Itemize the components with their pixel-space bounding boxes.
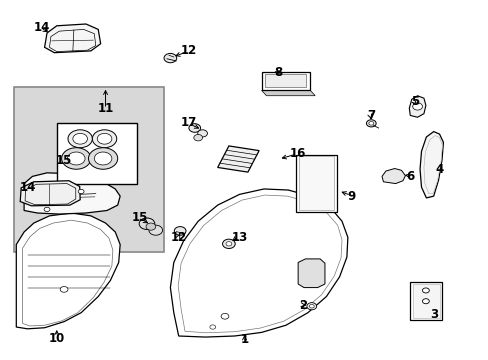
Circle shape [68,130,92,148]
Polygon shape [25,184,76,205]
Circle shape [97,134,112,144]
Polygon shape [49,30,96,51]
Circle shape [368,122,373,125]
Text: 13: 13 [231,231,247,244]
Polygon shape [419,132,443,198]
Bar [299,156,333,210]
Polygon shape [178,195,341,333]
Circle shape [193,134,202,141]
Bar [14,87,163,252]
Polygon shape [217,146,259,172]
Text: 11: 11 [97,102,113,115]
Text: 16: 16 [289,147,305,159]
Circle shape [139,218,155,229]
Text: 15: 15 [56,154,72,167]
Circle shape [188,124,200,132]
Polygon shape [20,181,80,206]
Text: 2: 2 [298,299,306,312]
Circle shape [197,130,207,137]
Polygon shape [423,135,442,194]
Circle shape [366,120,375,127]
Circle shape [73,134,87,144]
Bar [295,155,336,212]
Polygon shape [408,96,425,117]
Circle shape [94,152,112,165]
Bar [265,74,306,87]
Circle shape [163,53,176,63]
Text: 3: 3 [430,308,438,321]
Text: 17: 17 [180,116,196,129]
Polygon shape [381,168,405,184]
Polygon shape [261,90,315,96]
Circle shape [174,226,185,235]
Circle shape [209,325,215,329]
Text: 4: 4 [434,163,443,176]
Text: 14: 14 [34,21,50,34]
Bar [412,284,439,318]
Circle shape [146,223,156,230]
Circle shape [309,305,314,308]
Bar [261,72,310,90]
Circle shape [422,288,428,293]
Bar [409,282,441,320]
Polygon shape [298,259,325,288]
Circle shape [92,130,117,148]
Text: 9: 9 [347,190,355,203]
Circle shape [149,225,162,235]
Circle shape [222,239,235,248]
Polygon shape [16,213,120,329]
Circle shape [422,299,428,304]
Text: 6: 6 [406,170,413,183]
Circle shape [412,103,422,110]
Circle shape [78,189,84,194]
Bar [57,123,137,184]
Circle shape [306,303,316,310]
Text: 5: 5 [410,95,418,108]
Text: 12: 12 [170,231,186,244]
Circle shape [60,287,68,292]
Text: 14: 14 [20,181,36,194]
Circle shape [67,152,85,165]
Circle shape [61,148,91,169]
Text: 8: 8 [274,66,282,79]
Polygon shape [170,189,347,337]
Circle shape [44,207,50,212]
Text: 10: 10 [48,332,65,345]
Text: 7: 7 [366,109,375,122]
Text: 15: 15 [131,211,147,224]
Text: 12: 12 [180,44,196,57]
Text: 1: 1 [240,333,248,346]
Polygon shape [44,24,101,53]
Circle shape [221,314,228,319]
Circle shape [225,242,231,246]
Polygon shape [22,220,113,326]
Polygon shape [24,173,120,214]
Circle shape [88,148,118,169]
